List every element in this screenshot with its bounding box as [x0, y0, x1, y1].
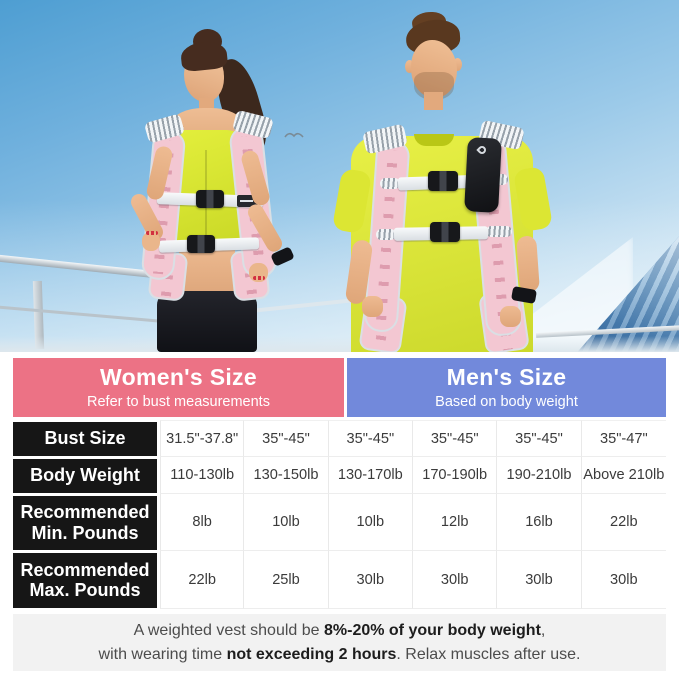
size-cell: 10lb: [328, 494, 413, 551]
size-chart: Women's Size Refer to bust measurements …: [13, 358, 666, 671]
painted-nails: [253, 276, 265, 280]
buckle-icon: [196, 190, 224, 208]
man-head: [411, 40, 457, 98]
seagull-icon: [284, 132, 304, 138]
size-cell: 35"-47": [581, 420, 666, 457]
man-ear: [405, 60, 414, 73]
man-ear: [453, 58, 462, 71]
strap-end: [376, 229, 396, 240]
size-cell: 30lb: [328, 551, 413, 609]
usage-note: A weighted vest should be 8%-20% of your…: [13, 614, 666, 671]
men-size-header: Men's Size Based on body weight: [347, 358, 666, 417]
men-size-title: Men's Size: [446, 364, 567, 391]
man-neck: [424, 92, 443, 110]
size-chart-grid: Bust Size 31.5"-37.8" 35"-45" 35"-45" 35…: [13, 420, 666, 609]
size-cell: 16lb: [497, 494, 582, 551]
row-label-recommended-max-pounds: Recommended Max. Pounds: [13, 552, 157, 608]
size-cell: 22lb: [160, 551, 245, 609]
size-cell: 190-210lb: [497, 457, 582, 494]
size-cell: 170-190lb: [413, 457, 498, 494]
size-cell: 130-150lb: [244, 457, 329, 494]
woman-hand: [142, 232, 160, 251]
usage-note-line1: A weighted vest should be 8%-20% of your…: [133, 621, 546, 639]
size-cell: 30lb: [581, 551, 666, 609]
size-chart-headers: Women's Size Refer to bust measurements …: [13, 358, 666, 417]
women-size-header: Women's Size Refer to bust measurements: [13, 358, 344, 417]
man-hand: [500, 306, 521, 327]
size-cell: Above 210lb: [581, 457, 666, 494]
row-label-recommended-min-pounds: Recommended Min. Pounds: [13, 495, 157, 550]
size-cell: 130-170lb: [328, 457, 413, 494]
size-cell: 22lb: [581, 494, 666, 551]
size-cell: 8lb: [160, 494, 245, 551]
row-label-body-weight: Body Weight: [13, 458, 157, 493]
women-size-subtitle: Refer to bust measurements: [87, 393, 270, 410]
size-cell: 110-130lb: [160, 457, 245, 494]
painted-nails: [146, 231, 158, 235]
buckle-icon: [430, 222, 460, 242]
buckle-icon: [187, 235, 215, 253]
size-cell: 30lb: [497, 551, 582, 609]
walkway: [0, 336, 679, 352]
strap-end: [486, 226, 512, 237]
lifestyle-photo: [0, 0, 679, 352]
man-tshirt-collar: [414, 134, 454, 146]
size-cell: 35"-45": [328, 420, 413, 457]
women-size-title: Women's Size: [100, 364, 257, 391]
size-cell: 25lb: [244, 551, 329, 609]
size-cell: 12lb: [413, 494, 498, 551]
strap-end: [380, 178, 400, 189]
row-label-bust-size: Bust Size: [13, 421, 157, 456]
woman-shorts: [157, 291, 257, 352]
size-cell: 31.5"-37.8": [160, 420, 245, 457]
man-forearm: [516, 235, 540, 293]
size-cell: 35"-45": [244, 420, 329, 457]
size-cell: 35"-45": [413, 420, 498, 457]
buckle-icon: [428, 171, 458, 191]
usage-note-line2: with wearing time not exceeding 2 hours.…: [98, 645, 581, 663]
size-cell: 30lb: [413, 551, 498, 609]
man-hand: [362, 296, 383, 317]
size-cell: 10lb: [244, 494, 329, 551]
woman-midriff: [179, 250, 235, 296]
men-size-subtitle: Based on body weight: [435, 393, 578, 410]
size-cell: 35"-45": [497, 420, 582, 457]
